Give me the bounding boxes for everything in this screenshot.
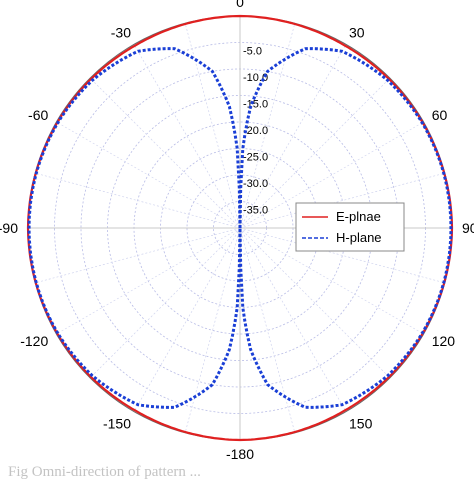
radial-tick-label: -15.0 bbox=[243, 99, 268, 111]
radial-tick-label: -10.0 bbox=[243, 72, 268, 84]
radial-tick-label: -25.0 bbox=[243, 152, 268, 164]
series-h-plane-curve bbox=[27, 47, 453, 409]
grid-spoke bbox=[239, 227, 424, 335]
legend-e-plane-label: E-plnae bbox=[336, 209, 381, 224]
angle-tick-label: -150 bbox=[103, 416, 131, 432]
angle-tick-label: 0 bbox=[236, 0, 244, 10]
grid-spoke bbox=[239, 227, 296, 433]
angle-tick-label: 150 bbox=[349, 416, 373, 432]
grid-spoke bbox=[35, 227, 241, 284]
angle-tick-label: -60 bbox=[28, 107, 48, 123]
grid-spoke bbox=[56, 227, 241, 335]
grid-spoke bbox=[239, 121, 424, 229]
legend-box bbox=[295, 202, 405, 252]
angle-tick-label: 90 bbox=[462, 220, 474, 236]
legend: E-plnae H-plane bbox=[295, 202, 405, 252]
grid-spoke bbox=[239, 227, 347, 412]
radial-tick-label: -35.0 bbox=[243, 205, 268, 217]
grid-spoke bbox=[239, 172, 445, 229]
figure-caption: Fig Omni-direction of pattern ... bbox=[8, 464, 201, 480]
grid-spoke bbox=[133, 44, 241, 229]
grid-spoke bbox=[56, 121, 241, 229]
radial-tick-label: -20.0 bbox=[243, 125, 268, 137]
angle-tick-label: 30 bbox=[349, 24, 365, 40]
grid-spoke bbox=[239, 23, 296, 229]
grid-spoke bbox=[89, 77, 241, 229]
grid-spoke bbox=[184, 227, 241, 433]
legend-h-plane-label: H-plane bbox=[336, 230, 382, 245]
grid-spoke bbox=[239, 227, 391, 379]
radial-tick-labels: -5.0 -10.0 -15.0 -20.0 -25.0 -30.0 -35.0 bbox=[243, 46, 268, 217]
grid-spoke bbox=[184, 23, 241, 229]
grid-spoke bbox=[239, 77, 391, 229]
grid-spoke bbox=[239, 227, 445, 284]
radial-tick-label: -5.0 bbox=[243, 46, 262, 58]
angle-tick-label: 60 bbox=[432, 107, 448, 123]
series-curves bbox=[26, 14, 454, 442]
angle-tick-label: -30 bbox=[111, 24, 131, 40]
angle-tick-label: 120 bbox=[432, 333, 456, 349]
grid-spoke bbox=[133, 227, 241, 412]
angle-tick-label: -120 bbox=[20, 333, 48, 349]
grid-spoke bbox=[239, 44, 347, 229]
grid-spoke bbox=[35, 172, 241, 229]
angle-tick-labels: 0 30 60 90 120 150 -180 -150 -120 -90 -60 -30 bbox=[0, 0, 474, 462]
angle-tick-label: -90 bbox=[0, 220, 18, 236]
radial-tick-label: -30.0 bbox=[243, 178, 268, 190]
angle-tick-label: -180 bbox=[226, 446, 254, 462]
grid-spoke bbox=[89, 227, 241, 379]
